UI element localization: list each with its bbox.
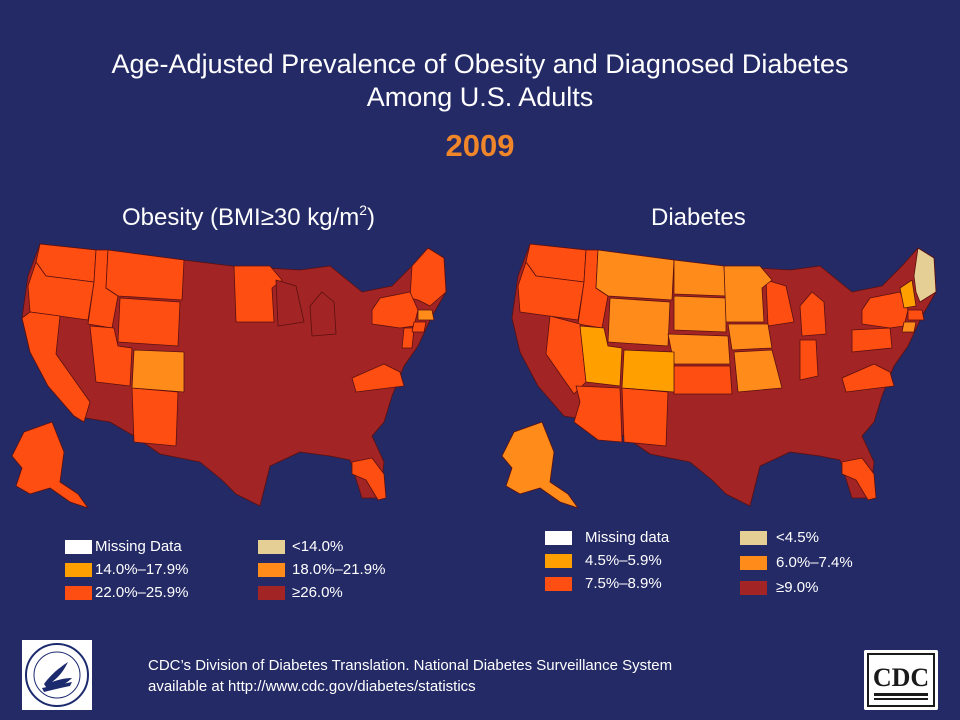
diabetes-mt	[595, 249, 675, 301]
diabetes-or	[517, 261, 585, 321]
diabetes-mo	[733, 349, 783, 393]
diabetes-nm	[621, 387, 669, 447]
diabetes-wi	[765, 279, 795, 327]
cdc-logo: CDC	[864, 650, 938, 710]
diabetes-fl	[841, 457, 877, 501]
diabetes-legend-label-45-59: 4.5%–5.9%	[585, 552, 662, 569]
obesity-legend-label-14-17: 14.0%–17.9%	[95, 561, 189, 578]
diabetes-ne	[667, 333, 731, 365]
obesity-ca	[21, 311, 91, 423]
obesity-wi	[275, 279, 305, 327]
diabetes-mn	[723, 265, 773, 323]
diabetes-legend-swatch-lt45	[740, 531, 767, 545]
source-citation-line1: CDC’s Division of Diabetes Translation. …	[148, 657, 673, 674]
diabetes-ut	[579, 325, 623, 387]
obesity-legend-swatch-18-21	[258, 563, 285, 577]
diabetes-ct	[901, 321, 917, 333]
hhs-seal-logo	[22, 640, 92, 710]
diabetes-legend-swatch-missing	[545, 531, 572, 545]
source-citation: CDC’s Division of Diabetes Translation. …	[148, 655, 672, 697]
obesity-mi	[309, 291, 337, 337]
obesity-legend-swatch-lt14	[258, 540, 285, 554]
obesity-legend-swatch-22-25	[65, 586, 92, 600]
diabetes-ak	[501, 421, 579, 509]
obesity-fl	[351, 457, 387, 501]
diabetes-me	[913, 247, 937, 303]
diabetes-legend-swatch-ge90	[740, 581, 767, 595]
slide-title: Age-Adjusted Prevalence of Obesity and D…	[0, 48, 960, 114]
slide-title-line1: Age-Adjusted Prevalence of Obesity and D…	[111, 49, 849, 79]
obesity-co	[131, 349, 185, 393]
obesity-legend-label-ge26: ≥26.0%	[292, 584, 343, 601]
diabetes-legend-label-missing: Missing data	[585, 529, 670, 546]
obesity-mt	[105, 249, 185, 301]
obesity-legend-label-18-21: 18.0%–21.9%	[292, 561, 386, 578]
diabetes-az	[573, 385, 623, 443]
obesity-title-suffix: )	[367, 204, 376, 231]
diabetes-map	[501, 243, 937, 509]
diabetes-pa	[851, 327, 893, 353]
diabetes-wy	[607, 297, 671, 347]
obesity-map-title: Obesity (BMI≥30 kg/m2)	[122, 202, 376, 232]
diabetes-ia	[727, 323, 773, 351]
obesity-ak	[11, 421, 89, 509]
diabetes-in	[799, 339, 819, 381]
obesity-map	[11, 243, 447, 509]
obesity-legend-swatch-14-17	[65, 563, 92, 577]
diabetes-map-title: Diabetes	[651, 204, 746, 231]
diabetes-ks	[673, 365, 733, 395]
obesity-nj	[401, 327, 415, 349]
obesity-mn	[233, 265, 283, 323]
obesity-legend-label-lt14: <14.0%	[292, 538, 344, 555]
obesity-ny	[371, 291, 419, 329]
slide-title-line2: Among U.S. Adults	[366, 82, 594, 112]
obesity-wy	[117, 297, 181, 347]
obesity-ct	[411, 321, 427, 333]
diabetes-va	[841, 363, 895, 393]
obesity-va	[351, 363, 405, 393]
diabetes-legend-swatch-60-74	[740, 556, 767, 570]
diabetes-vt-nh	[899, 279, 917, 309]
obesity-title-sup: 2	[359, 202, 368, 218]
diabetes-mi	[799, 291, 827, 337]
obesity-legend-swatch-missing	[65, 540, 92, 554]
diabetes-ma	[907, 309, 925, 321]
obesity-ut	[89, 325, 133, 387]
obesity-legend-label-22-25: 22.0%–25.9%	[95, 584, 189, 601]
diabetes-nd	[673, 259, 727, 297]
cdc-logo-text: CDC	[873, 663, 929, 692]
diabetes-legend-label-75-89: 7.5%–8.9%	[585, 575, 662, 592]
obesity-title-prefix: Obesity (BMI≥30 kg/m	[122, 204, 360, 231]
diabetes-legend-swatch-45-59	[545, 554, 572, 568]
obesity-nm	[131, 387, 179, 447]
obesity-or	[27, 261, 95, 321]
diabetes-legend-label-lt45: <4.5%	[776, 529, 819, 546]
obesity-legend-label-missing: Missing Data	[95, 538, 182, 555]
diabetes-legend-label-60-74: 6.0%–7.4%	[776, 554, 853, 571]
diabetes-legend-swatch-75-89	[545, 577, 572, 591]
slide-year: 2009	[445, 128, 515, 163]
diabetes-co	[621, 349, 675, 393]
diabetes-sd	[673, 295, 727, 333]
obesity-legend-swatch-ge26	[258, 586, 285, 600]
source-citation-line2: available at http://www.cdc.gov/diabetes…	[148, 678, 476, 695]
diabetes-legend-label-ge90: ≥9.0%	[776, 579, 819, 596]
obesity-ma	[417, 309, 435, 321]
